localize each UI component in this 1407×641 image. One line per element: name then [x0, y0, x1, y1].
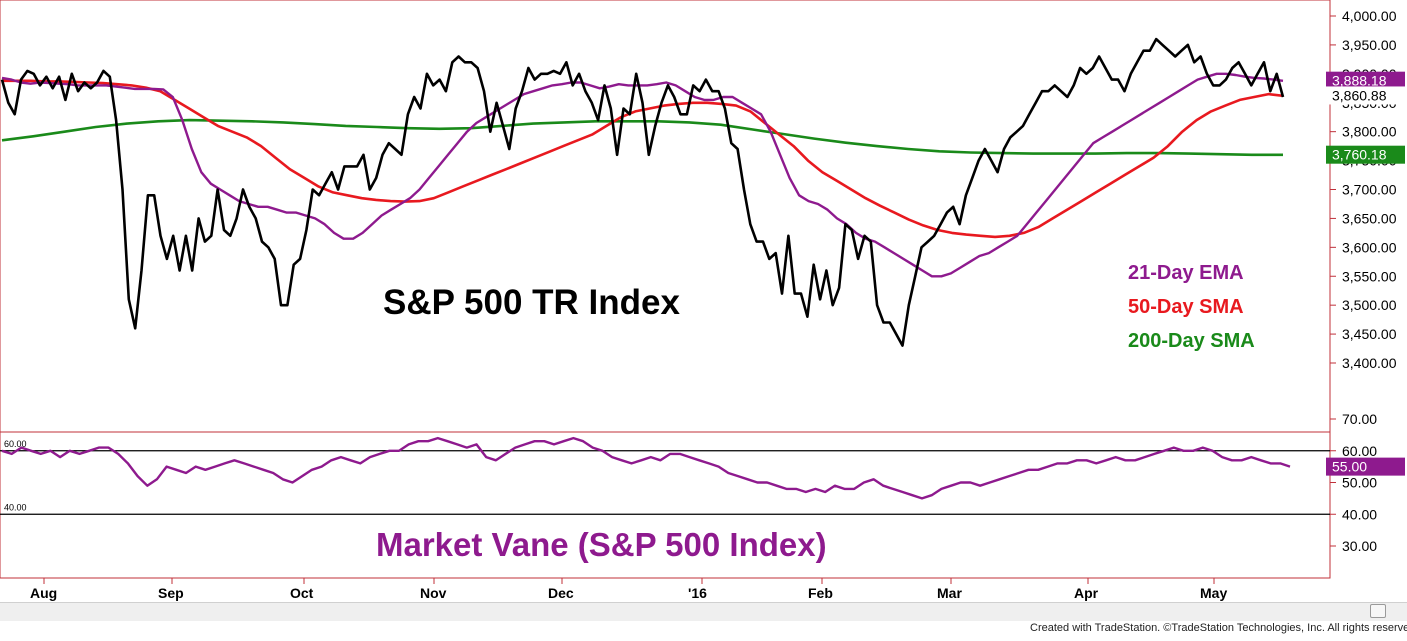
x-axis: Aug Sep Oct Nov Dec '16 Feb Mar Apr May [30, 578, 1227, 601]
lower-ytick-label: 70.00 [1342, 411, 1377, 427]
main-ytick-label: 3,450.00 [1342, 326, 1397, 342]
lower-ytick-label: 30.00 [1342, 538, 1377, 554]
reference-line-label: 40.00 [4, 502, 27, 512]
main-ytick-label: 3,500.00 [1342, 297, 1397, 313]
xtick-label: May [1200, 585, 1227, 601]
scrollbar-thumb[interactable] [1370, 604, 1386, 618]
reference-line-label: 60.00 [4, 439, 27, 449]
last-value-price-box [1326, 86, 1405, 105]
xtick-label: Apr [1074, 585, 1099, 601]
last-value-21-day-ema-box [1326, 71, 1405, 90]
main-ytick-label: 3,400.00 [1342, 355, 1397, 371]
horizontal-scrollbar[interactable] [0, 602, 1407, 621]
xtick-label: Oct [290, 585, 314, 601]
last-value-200-day-sma-box [1326, 145, 1405, 164]
main-chart-title: S&P 500 TR Index [383, 283, 681, 322]
main-ytick-label: 3,550.00 [1342, 268, 1397, 284]
last-value-200-day-sma: 3,760.18 [1332, 147, 1387, 163]
series-group [0, 37, 1291, 500]
main-y-axis: 4,000.003,950.003,900.003,850.003,800.00… [1330, 8, 1397, 371]
series-200-day-sma [1, 118, 1283, 157]
last-value-price: 3,860.88 [1332, 87, 1387, 103]
legend-200-day-sma: 200-Day SMA [1128, 330, 1255, 352]
lower-y-axis: 70.00 60.00 50.00 40.00 30.00 [1330, 411, 1377, 554]
main-ytick-label: 3,600.00 [1342, 239, 1397, 255]
lower-ytick-label: 60.00 [1342, 443, 1377, 459]
legend-21-day-ema: 21-Day EMA [1128, 262, 1244, 284]
lower-ytick-label: 40.00 [1342, 506, 1377, 522]
main-ytick-label: 3,950.00 [1342, 37, 1397, 53]
xtick-label: Mar [937, 585, 962, 601]
main-ytick-label: 3,800.00 [1342, 124, 1397, 140]
series-market-vane [1, 436, 1291, 500]
xtick-label: Dec [548, 585, 574, 601]
xtick-label: Feb [808, 585, 833, 601]
xtick-label: '16 [688, 585, 707, 601]
lower-chart-title: Market Vane (S&P 500 Index) [376, 526, 827, 563]
series-sp500-tr-index [0, 37, 1285, 347]
last-value-labels: 3,888.183,860.88 3,760.18 55.00 [1326, 71, 1405, 476]
legend-50-day-sma: 50-Day SMA [1128, 296, 1244, 318]
last-value-market-vane-box [1326, 457, 1405, 476]
series-21-day-ema [1, 72, 1284, 278]
last-value-market-vane: 55.00 [1332, 459, 1367, 475]
xtick-label: Sep [158, 585, 184, 601]
main-ytick-label: 3,650.00 [1342, 210, 1397, 226]
reference-lines: 60.00 40.00 [0, 439, 1330, 515]
xtick-label: Aug [30, 585, 57, 601]
last-value-21-day-ema: 3,888.18 [1332, 73, 1387, 89]
main-ytick-label: 4,000.00 [1342, 8, 1397, 24]
main-ytick-label: 3,700.00 [1342, 182, 1397, 198]
tradestation-credit: Created with TradeStation. ©TradeStation… [1030, 622, 1407, 634]
xtick-label: Nov [420, 585, 447, 601]
lower-ytick-label: 50.00 [1342, 475, 1377, 491]
